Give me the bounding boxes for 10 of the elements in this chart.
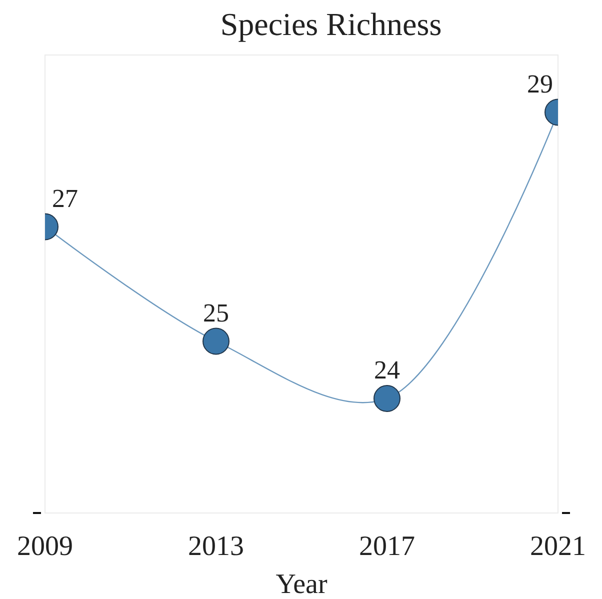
x-tick-label: 2013 — [188, 531, 244, 562]
data-label: 25 — [203, 298, 229, 328]
x-axis-title: Year — [276, 569, 328, 599]
x-tick-label: 2017 — [359, 531, 415, 562]
chart-title: Species Richness — [220, 6, 442, 42]
data-label: 24 — [374, 356, 400, 384]
data-label: 27 — [52, 184, 78, 213]
data-label: 29 — [527, 69, 553, 98]
x-tick-label: 2009 — [17, 531, 73, 562]
x-tick-label: 2021 — [530, 531, 586, 562]
